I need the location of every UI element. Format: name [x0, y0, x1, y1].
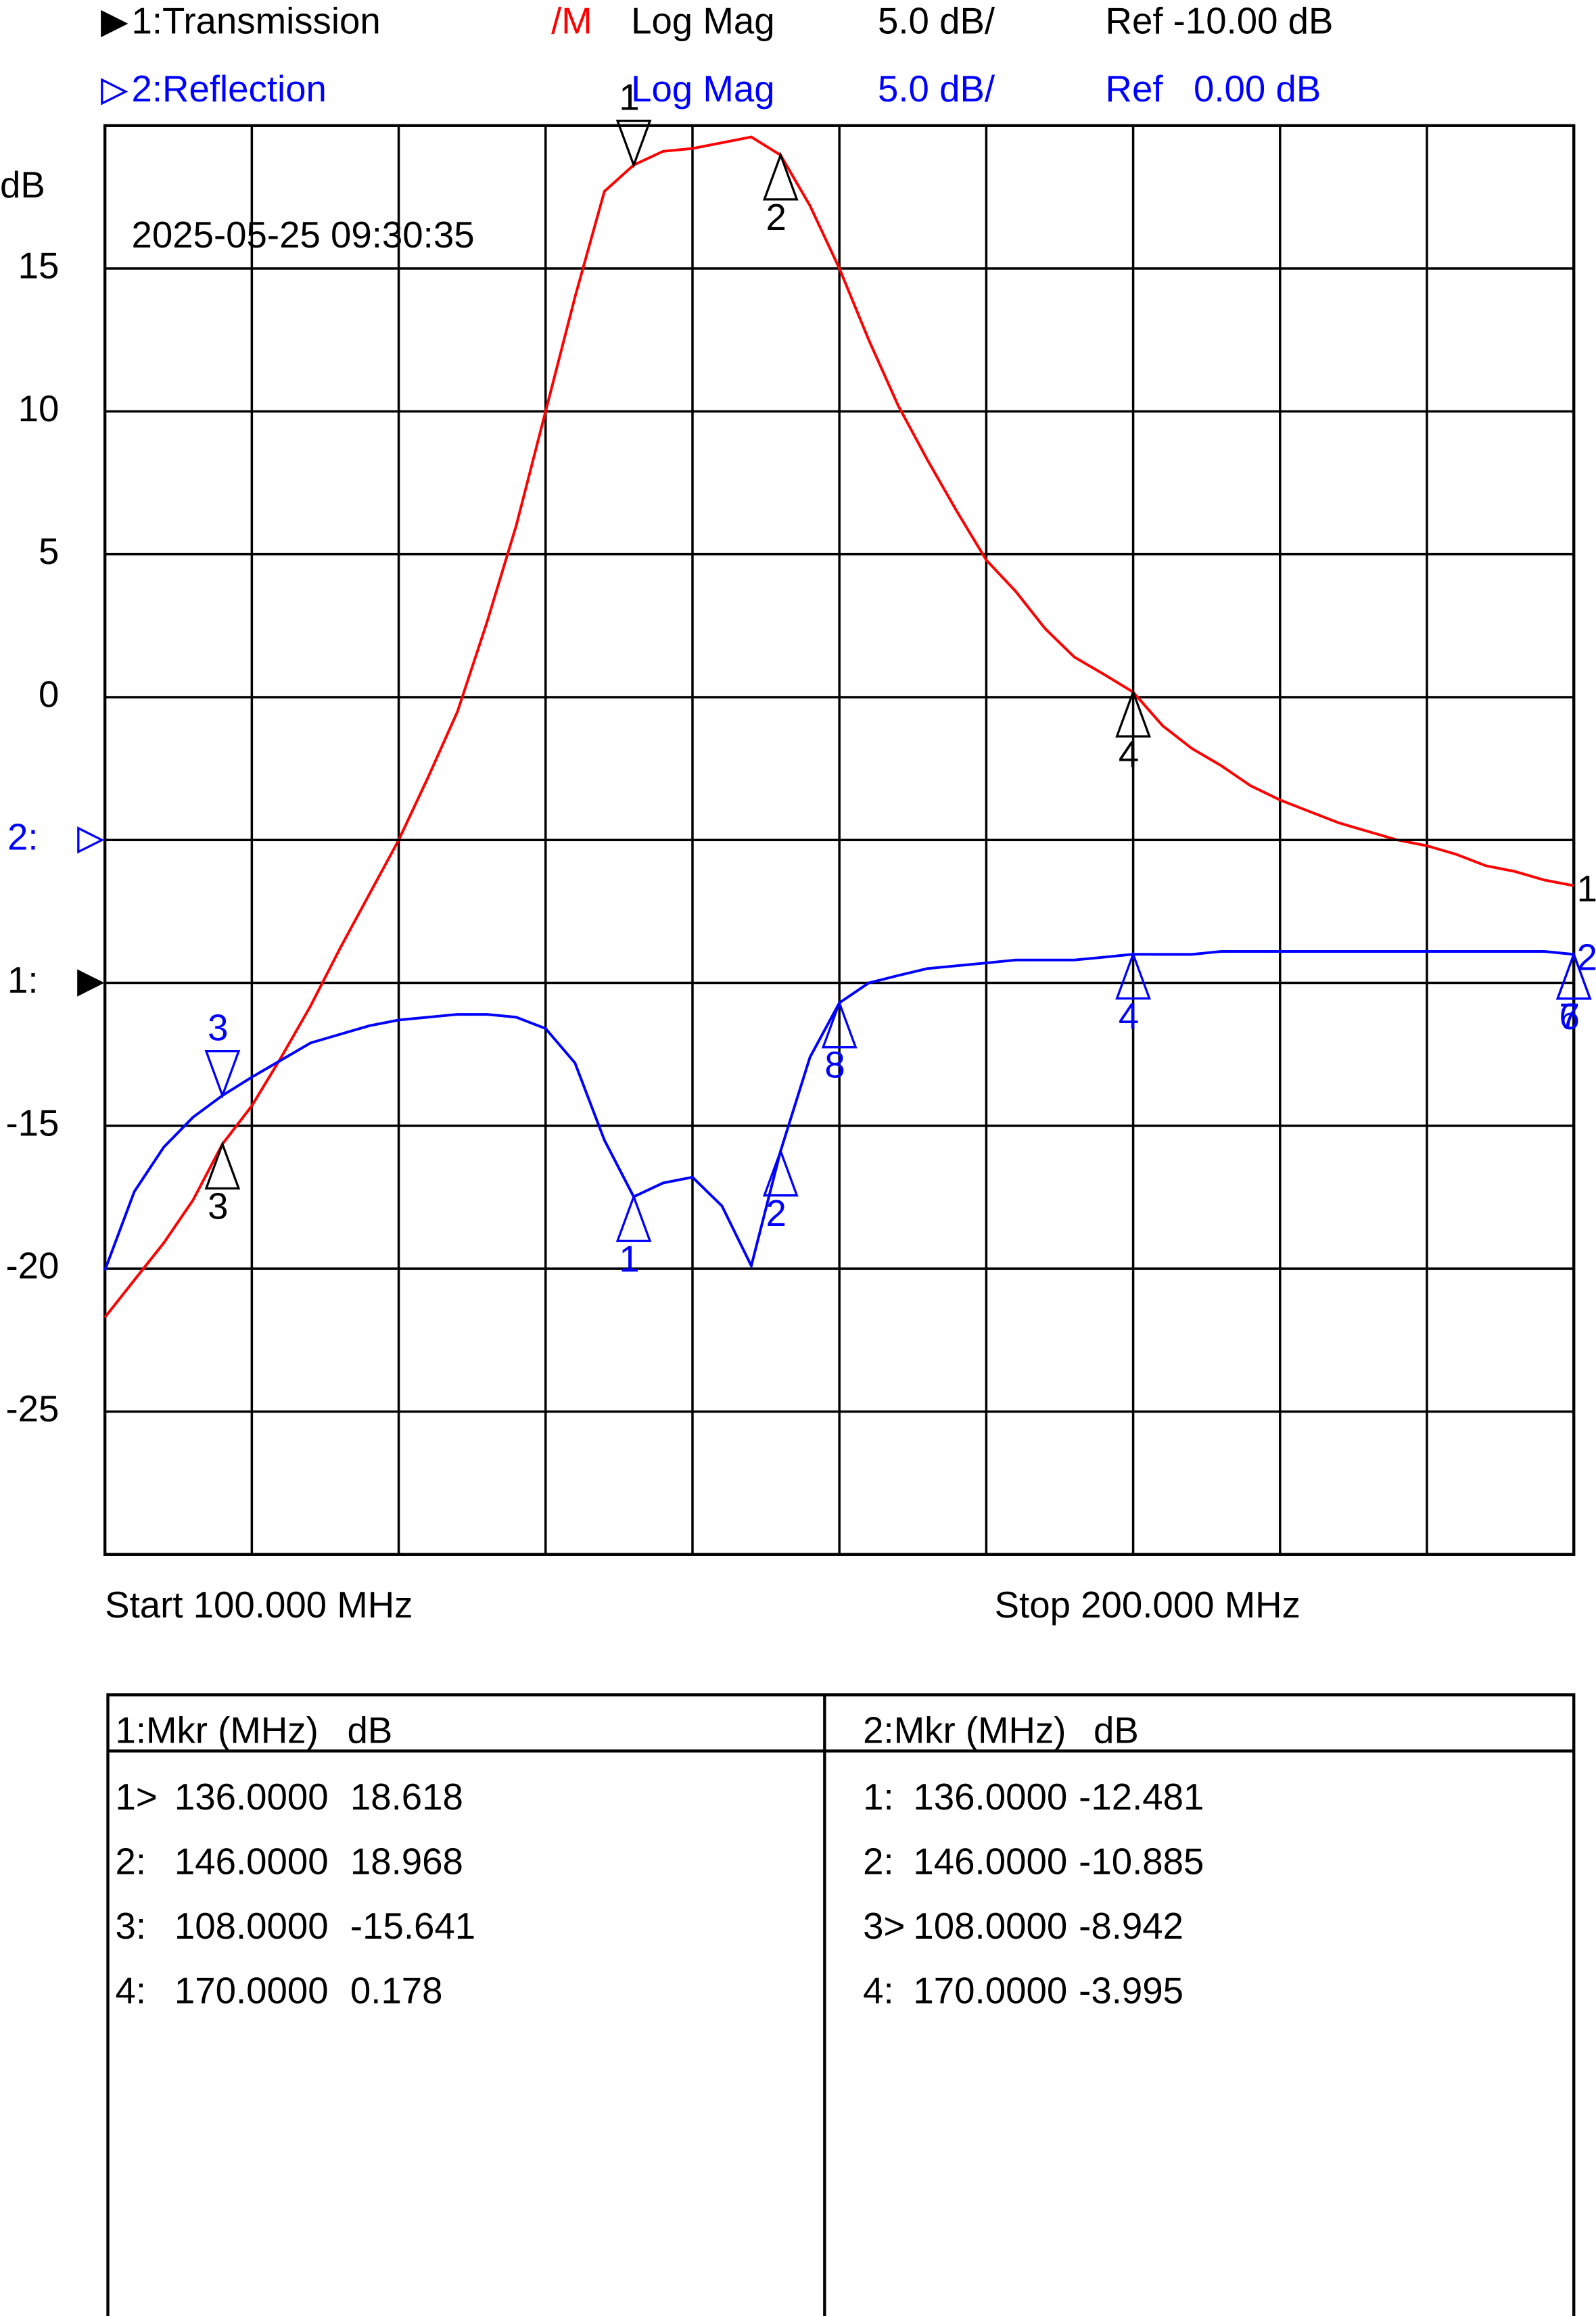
- table-cell: 18.968: [350, 1841, 463, 1882]
- y-tick-label: -25: [5, 1388, 59, 1429]
- y-tick-label: -15: [5, 1102, 59, 1143]
- marker-label: 3: [208, 1007, 228, 1048]
- table-cell: 170.0000: [174, 1970, 329, 2011]
- marker: [1115, 951, 1151, 1000]
- table-cell: 3:: [115, 1906, 146, 1947]
- legend-entry: 2:Reflection: [131, 68, 326, 110]
- marker: [615, 119, 652, 168]
- marker-label: 4: [1119, 734, 1139, 775]
- table-cell: 136.0000: [913, 1776, 1067, 1818]
- marker: [762, 151, 799, 201]
- table-header: dB: [1094, 1710, 1139, 1751]
- start-label: Start 100.000 MHz: [105, 1584, 413, 1626]
- table-cell: -10.885: [1079, 1841, 1204, 1882]
- marker-label: 7: [1559, 996, 1579, 1037]
- trace-scale: 5.0 dB/: [878, 68, 995, 110]
- marker-label: 2: [766, 197, 787, 238]
- table-header: dB: [348, 1710, 393, 1751]
- marker: [204, 1049, 241, 1099]
- marker: [821, 999, 858, 1049]
- y-unit: dB: [0, 164, 45, 206]
- y-tick-label: 5: [39, 531, 59, 572]
- table-cell: 0.178: [350, 1970, 443, 2011]
- table-cell: 1>: [115, 1776, 157, 1818]
- table-cell: 3>: [863, 1906, 905, 1947]
- marker-label: 3: [208, 1186, 228, 1227]
- y-tick-label: 15: [18, 245, 60, 286]
- legend-entry: 1:Transmission: [131, 0, 380, 41]
- table-cell: -8.942: [1079, 1906, 1183, 1947]
- trace-format: Log Mag: [631, 68, 775, 110]
- stop-label: Stop 200.000 MHz: [995, 1584, 1300, 1626]
- marker-table-frame: [106, 1693, 1576, 2316]
- marker-label: 6: [1559, 996, 1579, 1037]
- ref-label: 1:: [7, 960, 39, 1001]
- table-cell: 170.0000: [913, 1970, 1067, 2011]
- trace-flag: /M: [551, 0, 592, 41]
- trace-line: [103, 135, 1574, 1319]
- marker: [1555, 951, 1592, 1000]
- table-cell: 108.0000: [913, 1906, 1067, 1947]
- trace-icon: [101, 9, 128, 38]
- ref-label: 2:: [7, 817, 39, 858]
- marker: [1115, 688, 1151, 738]
- ref-indicator: [77, 826, 105, 854]
- table-cell: 4:: [863, 1970, 894, 2011]
- timestamp: 2025-05-25 09:30:35: [131, 214, 474, 256]
- table-cell: 4:: [115, 1970, 146, 2011]
- table-cell: 136.0000: [174, 1776, 329, 1818]
- trace-icon: [101, 78, 128, 105]
- marker-label: 2: [766, 1193, 787, 1234]
- marker-label: 1: [619, 1238, 639, 1279]
- trace-scale: 5.0 dB/: [878, 0, 995, 41]
- table-cell: 108.0000: [174, 1906, 329, 1947]
- table-cell: 1:: [863, 1776, 894, 1818]
- marker-label: 4: [1119, 996, 1139, 1037]
- marker: [762, 1148, 799, 1197]
- y-tick-label: 0: [39, 673, 59, 715]
- table-cell: 146.0000: [913, 1841, 1067, 1882]
- table-cell: -3.995: [1079, 1970, 1183, 2011]
- table-cell: -12.481: [1079, 1776, 1204, 1818]
- table-header: 1:Mkr (MHz): [115, 1710, 318, 1751]
- trace-end-label: 1: [1577, 868, 1596, 909]
- marker-label: 1: [619, 76, 639, 118]
- table-cell: 146.0000: [174, 1841, 329, 1882]
- table-cell: 18.618: [350, 1776, 463, 1818]
- y-tick-label: 10: [18, 388, 60, 429]
- trace-format: Log Mag: [631, 0, 775, 41]
- table-cell: 2:: [115, 1841, 146, 1882]
- ref-indicator: [77, 969, 105, 997]
- trace-ref: Ref -10.00 dB: [1106, 0, 1334, 41]
- table-cell: 2:: [863, 1841, 894, 1882]
- y-tick-label: -20: [5, 1246, 59, 1287]
- trace-ref: Ref 0.00 dB: [1106, 68, 1321, 110]
- table-cell: -15.641: [350, 1906, 475, 1947]
- marker: [204, 1141, 241, 1190]
- table-header: 2:Mkr (MHz): [863, 1710, 1066, 1751]
- marker: [615, 1193, 652, 1242]
- marker-label: 8: [824, 1045, 845, 1086]
